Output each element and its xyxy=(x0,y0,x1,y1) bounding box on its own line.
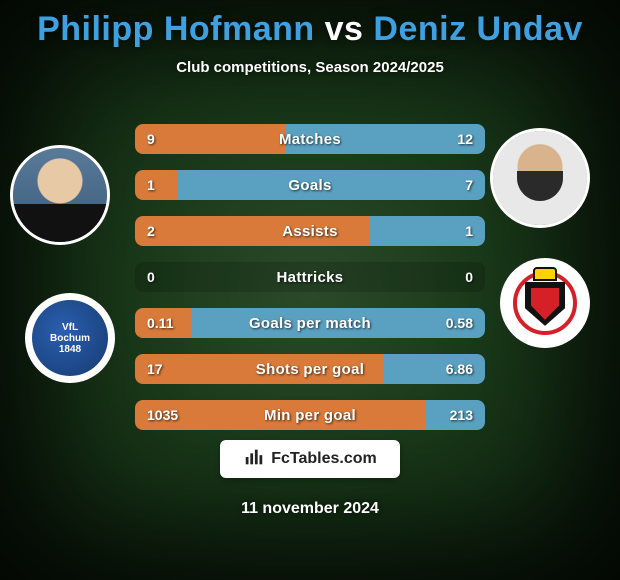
chart-icon xyxy=(243,446,265,473)
stat-label: Shots per goal xyxy=(135,354,485,384)
stat-row: 21Assists xyxy=(135,216,485,246)
crest-band xyxy=(533,267,557,281)
avatar-jersey-placeholder xyxy=(13,204,107,242)
vs-label: vs xyxy=(325,10,364,48)
stat-row: 1035213Min per goal xyxy=(135,400,485,430)
player1-name: Philipp Hofmann xyxy=(37,10,315,48)
footer-date: 11 november 2024 xyxy=(0,500,620,518)
subtitle: Club competitions, Season 2024/2025 xyxy=(0,59,620,76)
footer-site-text: FcTables.com xyxy=(271,450,377,468)
stat-row: 17Goals xyxy=(135,170,485,200)
crest-text-line3: 1848 xyxy=(59,344,81,355)
stat-row: 912Matches xyxy=(135,124,485,154)
stat-label: Matches xyxy=(135,124,485,154)
stat-row: 00Hattricks xyxy=(135,262,485,292)
stat-label: Min per goal xyxy=(135,400,485,430)
stat-label: Hattricks xyxy=(135,262,485,292)
player2-avatar xyxy=(490,128,590,228)
crest-inner: VfL Bochum 1848 xyxy=(32,300,108,376)
player2-club-crest xyxy=(500,258,590,348)
footer-site-badge: FcTables.com xyxy=(220,440,400,478)
comparison-card: Philipp Hofmann vs Deniz Undav Club comp… xyxy=(0,0,620,580)
player1-avatar xyxy=(10,145,110,245)
stats-bars: 912Matches 17Goals 21Assists 00Hattricks 0.1… xyxy=(135,124,485,446)
crest-text-line1: VfL xyxy=(62,322,78,333)
player1-club-crest: VfL Bochum 1848 xyxy=(25,293,115,383)
stat-label: Goals xyxy=(135,170,485,200)
stat-row: 176.86Shots per goal xyxy=(135,354,485,384)
crest-text-line2: Bochum xyxy=(50,333,90,344)
page-title: Philipp Hofmann vs Deniz Undav xyxy=(0,0,620,49)
content: Philipp Hofmann vs Deniz Undav Club comp… xyxy=(0,0,620,76)
stat-label: Assists xyxy=(135,216,485,246)
stat-label: Goals per match xyxy=(135,308,485,338)
player2-name: Deniz Undav xyxy=(373,10,583,48)
stat-row: 0.110.58Goals per match xyxy=(135,308,485,338)
crest-inner xyxy=(507,265,583,341)
